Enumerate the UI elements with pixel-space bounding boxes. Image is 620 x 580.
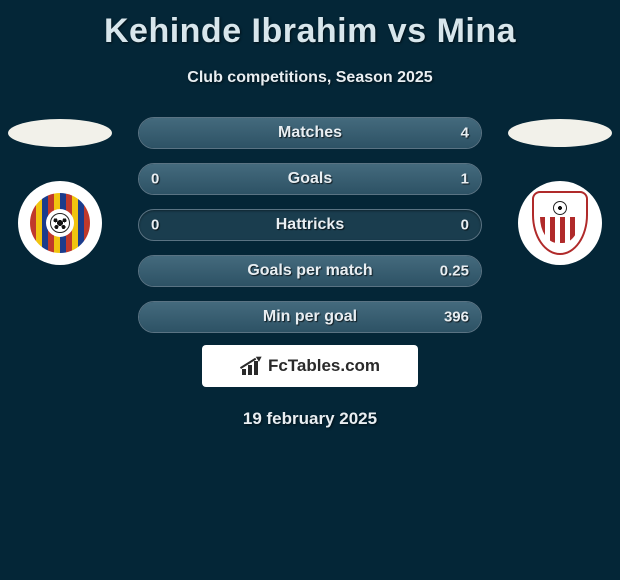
player-right-avatar-placeholder	[508, 119, 612, 147]
player-right-club-badge	[518, 181, 602, 265]
brand-text: FcTables.com	[268, 356, 380, 376]
football-icon	[553, 201, 567, 215]
stat-value-left: 0	[151, 217, 159, 234]
stat-row: Goals per match 0.25	[138, 255, 482, 287]
player-right-column	[500, 117, 620, 265]
stats-list: Matches 4 0 Goals 1 0 Hattricks 0 Goals per matc…	[138, 117, 482, 347]
player-left-column	[0, 117, 120, 265]
stat-label: Min per goal	[263, 308, 357, 326]
stat-row: Matches 4	[138, 117, 482, 149]
comparison-block: Matches 4 0 Goals 1 0 Hattricks 0 Goals per matc…	[0, 117, 620, 337]
stat-value-right: 0.25	[440, 263, 469, 280]
player-left-avatar-placeholder	[8, 119, 112, 147]
chart-arrow-icon	[240, 357, 262, 375]
brand-badge[interactable]: FcTables.com	[202, 345, 418, 387]
stat-value-right: 396	[444, 309, 469, 326]
stat-value-left: 0	[151, 171, 159, 188]
stat-label: Goals	[288, 170, 332, 188]
date-line: 19 february 2025	[0, 409, 620, 429]
page-title: Kehinde Ibrahim vs Mina	[0, 0, 620, 51]
stat-value-right: 1	[461, 171, 469, 188]
stat-label: Matches	[278, 124, 342, 142]
stat-value-right: 0	[461, 217, 469, 234]
player-left-club-badge	[18, 181, 102, 265]
stat-value-right: 4	[461, 125, 469, 142]
club-badge-graphic	[532, 191, 588, 255]
stat-row: 0 Goals 1	[138, 163, 482, 195]
football-icon	[50, 213, 70, 233]
stat-label: Goals per match	[247, 262, 372, 280]
stat-label: Hattricks	[276, 216, 344, 234]
stat-row: Min per goal 396	[138, 301, 482, 333]
stat-row: 0 Hattricks 0	[138, 209, 482, 241]
subtitle: Club competitions, Season 2025	[0, 69, 620, 87]
